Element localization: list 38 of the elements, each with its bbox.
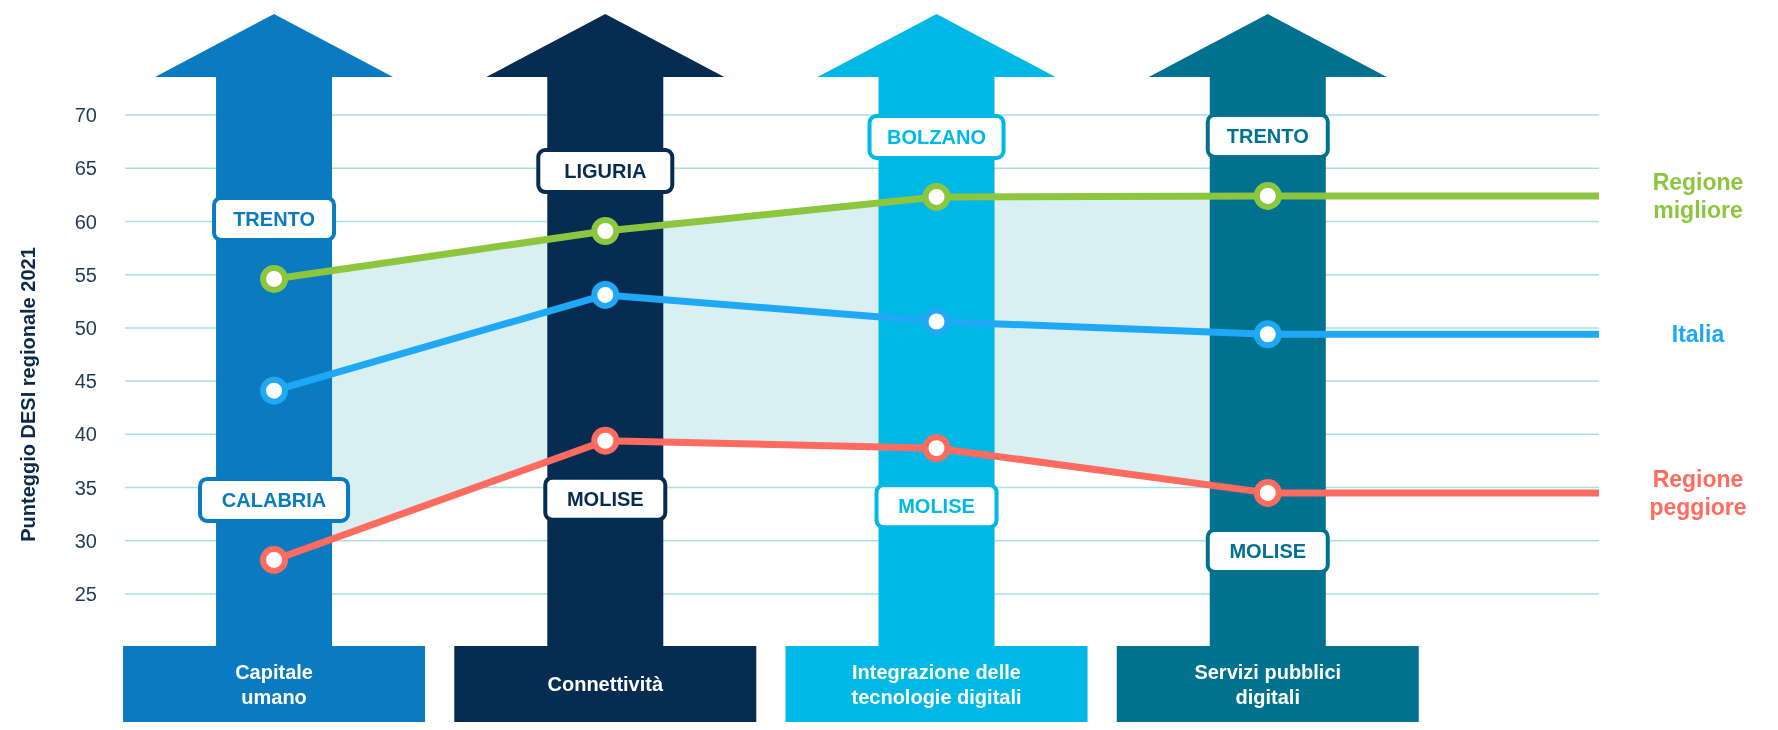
- x-tick-label: Connettività: [547, 673, 664, 695]
- point: [922, 182, 951, 211]
- y-tick-label: 40: [74, 423, 97, 446]
- x-tick-label: Servizi pubblici digitali: [1194, 661, 1342, 708]
- y-tick-label: 35: [74, 476, 97, 499]
- y-tick-label: 25: [74, 583, 97, 606]
- annotation: CALABRIA: [221, 488, 327, 511]
- point: [1253, 478, 1282, 507]
- point: [922, 434, 951, 463]
- text: Italia: [1671, 321, 1725, 348]
- text: Regione peggiore: [1649, 465, 1747, 520]
- annotation: MOLISE: [566, 487, 644, 510]
- point: [1253, 320, 1282, 349]
- point: [260, 264, 289, 293]
- annotation: LIGURIA: [564, 160, 647, 183]
- y-axis-title: Punteggio DESI regionale 2021: [17, 247, 39, 542]
- y-tick-label: 55: [74, 263, 97, 286]
- point: [922, 307, 951, 336]
- annotation: BOLZANO: [887, 125, 986, 148]
- point: [260, 376, 289, 405]
- x-tick-label: Integrazione delle tecnologie digitali: [851, 661, 1022, 708]
- y-tick-label: 30: [74, 529, 97, 552]
- point: [591, 426, 620, 455]
- y-tick-label: 45: [74, 370, 97, 393]
- point: [260, 545, 289, 574]
- point: [591, 217, 620, 246]
- y-tick-label: 60: [74, 210, 97, 233]
- annotation: TRENTO: [233, 207, 315, 230]
- x-tick-label: Capitale umano: [235, 661, 313, 708]
- point: [591, 280, 620, 309]
- annotation: MOLISE: [1229, 539, 1307, 562]
- point: [1253, 181, 1282, 210]
- y-tick-label: 70: [74, 104, 97, 127]
- y-tick-label: 65: [74, 157, 97, 180]
- annotation: MOLISE: [898, 495, 975, 518]
- text: Regione migliore: [1652, 168, 1744, 223]
- annotation: TRENTO: [1226, 124, 1309, 147]
- y-tick-label: 50: [74, 316, 97, 339]
